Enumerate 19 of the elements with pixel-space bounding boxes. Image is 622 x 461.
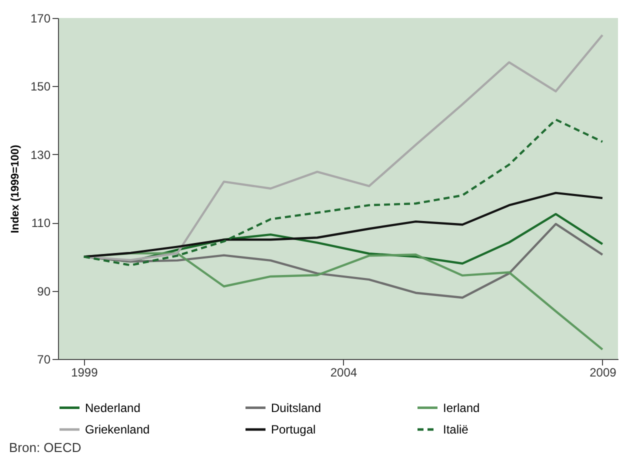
x-tick-label: 1999 bbox=[71, 366, 98, 380]
y-axis-title: Index (1999=100) bbox=[9, 144, 22, 234]
x-tick-label: 2009 bbox=[590, 366, 617, 380]
legend-label: Nederland bbox=[85, 400, 140, 415]
legend-label: Italië bbox=[443, 422, 469, 436]
legend-label: Griekenland bbox=[85, 422, 150, 436]
y-tick-label: 70 bbox=[37, 352, 51, 366]
y-tick-label: 90 bbox=[37, 284, 51, 298]
line-series bbox=[82, 192, 604, 258]
y-tick-label: 110 bbox=[31, 216, 51, 230]
legend-label: Ierland bbox=[443, 400, 480, 415]
x-tick-label: 2004 bbox=[330, 366, 358, 380]
y-tick-label: 130 bbox=[30, 148, 51, 162]
y-tick-label: 170 bbox=[30, 12, 51, 26]
legend-label: Duitsland bbox=[271, 400, 322, 415]
legend-label: Portugal bbox=[271, 422, 316, 436]
text: Bron: OECD bbox=[8, 440, 82, 455]
line-series bbox=[82, 118, 604, 266]
y-tick-label: 150 bbox=[30, 80, 51, 94]
